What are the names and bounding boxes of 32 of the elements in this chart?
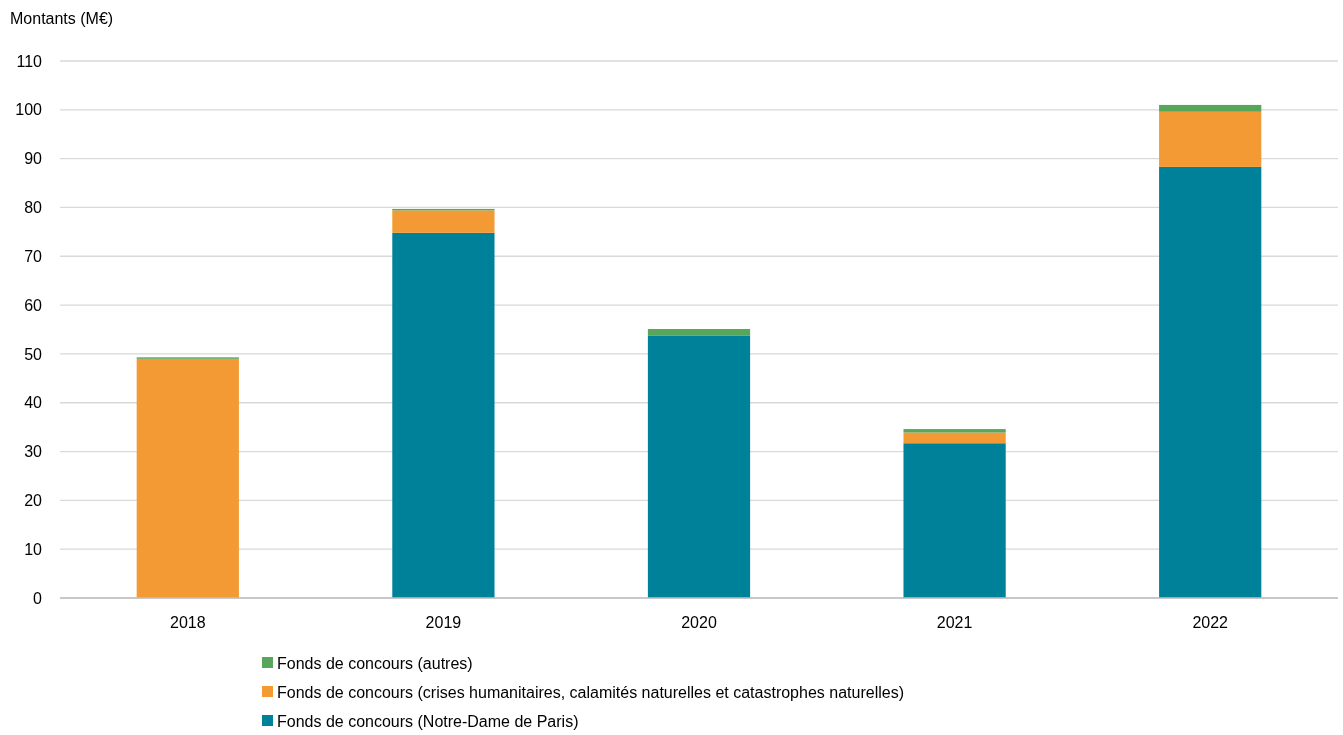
bar <box>1159 111 1262 167</box>
y-tick-label: 70 <box>24 247 43 265</box>
y-tick-label: 20 <box>24 491 43 509</box>
y-tick-label: 40 <box>24 394 43 412</box>
x-tick-label: 2021 <box>936 614 973 631</box>
bar <box>1159 104 1262 112</box>
y-tick-label: 60 <box>24 296 43 314</box>
y-tick-label: 30 <box>24 443 43 461</box>
y-tick-label: 90 <box>24 150 43 168</box>
y-tick-label: 10 <box>24 540 43 558</box>
bar <box>647 335 751 598</box>
x-tick-label: 2019 <box>425 614 462 631</box>
y-tick-label: 50 <box>24 345 43 363</box>
y-tick-label: 0 <box>33 589 43 607</box>
bar <box>392 210 495 233</box>
y-tick-label: 110 <box>16 52 43 70</box>
x-tick-label: 2018 <box>170 614 206 631</box>
y-axis-title: Montants (M€) <box>10 10 114 27</box>
x-tick-label: 2022 <box>1192 614 1229 631</box>
y-tick-label: 100 <box>15 101 43 119</box>
bar <box>903 443 1006 598</box>
bar <box>392 232 495 598</box>
bar <box>1159 166 1262 598</box>
legend-label: Fonds de concours (crises humanitaires, calamités naturelles et catastrophes naturelles) <box>277 683 904 701</box>
bar <box>903 429 1006 433</box>
bar <box>136 358 239 598</box>
bar <box>647 329 751 336</box>
bar <box>903 432 1006 444</box>
legend-label: Fonds de concours (autres) <box>277 654 473 672</box>
x-tick-label: 2020 <box>681 614 717 631</box>
y-tick-label: 80 <box>24 199 43 217</box>
legend-label: Fonds de concours (Notre-Dame de Paris) <box>277 712 579 730</box>
